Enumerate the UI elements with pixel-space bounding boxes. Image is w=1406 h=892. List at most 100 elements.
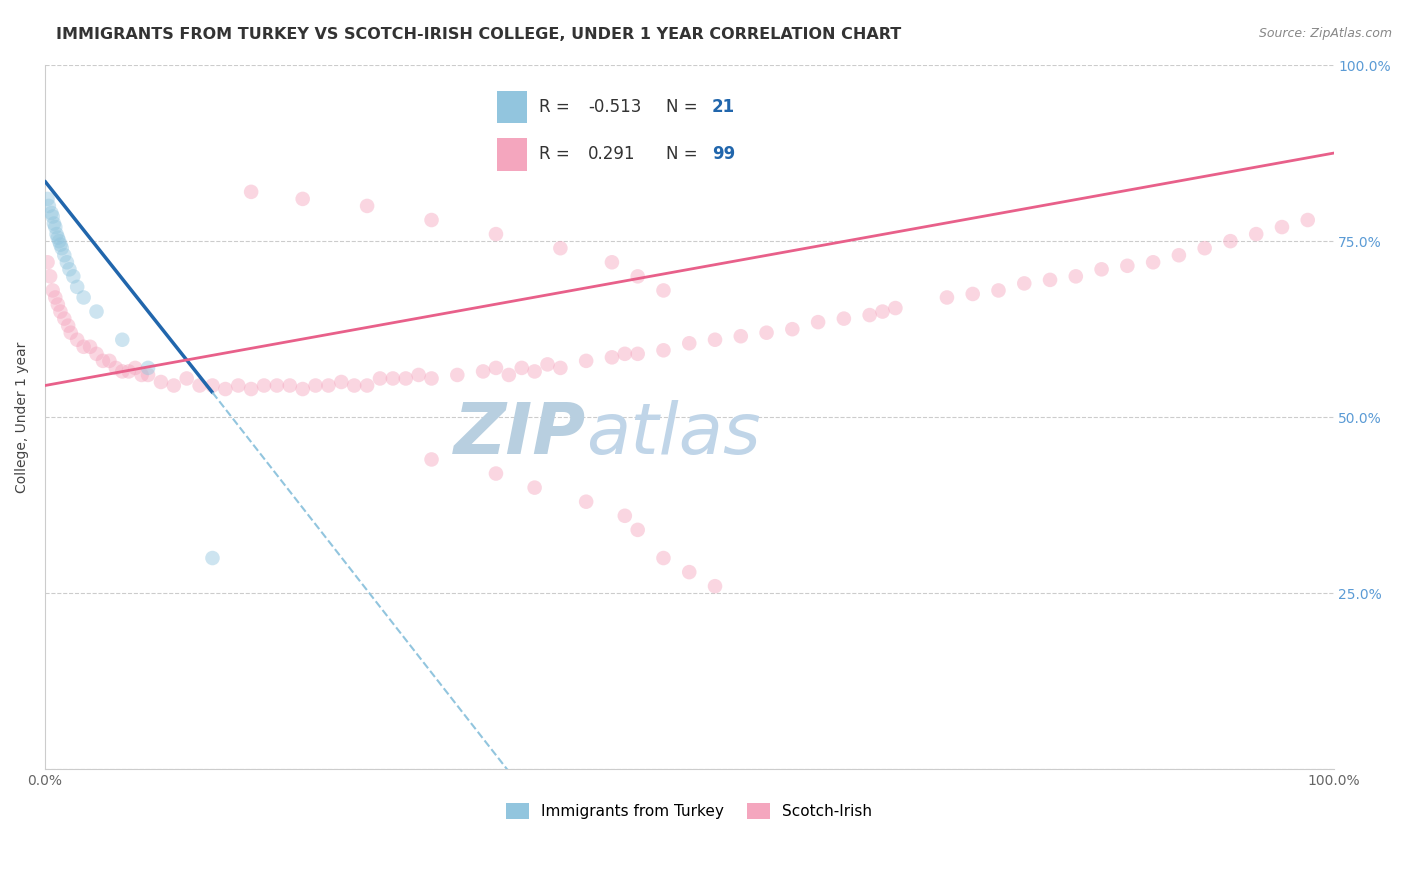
Point — [408, 368, 430, 382]
Point — [613, 347, 636, 361]
Point — [39, 269, 62, 284]
Point — [111, 364, 134, 378]
Point — [600, 255, 623, 269]
Point — [1296, 213, 1319, 227]
Point — [627, 269, 650, 284]
Point — [523, 481, 546, 495]
Point — [253, 378, 276, 392]
Point — [72, 291, 94, 305]
Bar — [498, 91, 527, 123]
Point — [472, 364, 495, 378]
Point — [485, 467, 508, 481]
Point — [678, 336, 700, 351]
Text: ZIP: ZIP — [454, 401, 586, 469]
Point — [330, 375, 353, 389]
Point — [652, 551, 675, 566]
Point — [884, 301, 907, 315]
Text: Source: ZipAtlas.com: Source: ZipAtlas.com — [1258, 27, 1392, 40]
Point — [163, 378, 186, 392]
Point — [51, 241, 73, 255]
Point — [124, 360, 146, 375]
Point — [987, 284, 1010, 298]
Point — [318, 378, 340, 392]
Point — [44, 220, 66, 235]
Point — [98, 354, 121, 368]
Text: R =: R = — [540, 145, 581, 163]
Point — [730, 329, 752, 343]
Point — [49, 237, 72, 252]
Point — [104, 360, 127, 375]
Point — [395, 371, 418, 385]
Point — [1090, 262, 1112, 277]
Point — [240, 382, 263, 396]
Point — [176, 371, 198, 385]
Point — [188, 378, 211, 392]
Point — [201, 378, 224, 392]
Point — [1244, 227, 1267, 241]
Point — [1142, 255, 1164, 269]
Point — [136, 360, 159, 375]
Point — [278, 378, 301, 392]
Point — [41, 206, 63, 220]
Point — [56, 255, 79, 269]
Point — [1039, 273, 1062, 287]
Point — [962, 287, 984, 301]
Point — [62, 269, 84, 284]
Point — [86, 347, 108, 361]
Point — [72, 340, 94, 354]
Point — [131, 368, 153, 382]
Point — [368, 371, 391, 385]
Point — [58, 262, 80, 277]
Point — [111, 333, 134, 347]
Point — [356, 378, 378, 392]
Point — [291, 382, 314, 396]
Point — [56, 318, 79, 333]
Point — [266, 378, 288, 392]
Point — [1219, 234, 1241, 248]
Text: 21: 21 — [711, 98, 735, 116]
Point — [600, 351, 623, 365]
Point — [652, 343, 675, 358]
Point — [66, 280, 89, 294]
Point — [627, 523, 650, 537]
Point — [44, 291, 66, 305]
Point — [859, 308, 882, 322]
Point — [1194, 241, 1216, 255]
Point — [807, 315, 830, 329]
Point — [704, 579, 727, 593]
Point — [240, 185, 263, 199]
Point — [356, 199, 378, 213]
Text: N =: N = — [666, 145, 703, 163]
Y-axis label: College, Under 1 year: College, Under 1 year — [15, 342, 30, 493]
Point — [201, 551, 224, 566]
Point — [575, 494, 598, 508]
Point — [613, 508, 636, 523]
Point — [48, 234, 70, 248]
Point — [91, 354, 114, 368]
Point — [37, 255, 59, 269]
Point — [536, 358, 558, 372]
Point — [343, 378, 366, 392]
Point — [678, 565, 700, 579]
Point — [550, 241, 572, 255]
Point — [86, 304, 108, 318]
Text: atlas: atlas — [586, 401, 761, 469]
Point — [523, 364, 546, 378]
Text: -0.513: -0.513 — [588, 98, 641, 116]
Point — [291, 192, 314, 206]
Text: 99: 99 — [711, 145, 735, 163]
Point — [149, 375, 172, 389]
Point — [41, 210, 63, 224]
Point — [1116, 259, 1139, 273]
Point — [136, 368, 159, 382]
Text: R =: R = — [540, 98, 575, 116]
Point — [872, 304, 894, 318]
Point — [45, 227, 67, 241]
Point — [37, 192, 59, 206]
Point — [550, 360, 572, 375]
Point — [381, 371, 404, 385]
Point — [704, 333, 727, 347]
Point — [53, 248, 76, 262]
Point — [46, 297, 69, 311]
Point — [485, 227, 508, 241]
